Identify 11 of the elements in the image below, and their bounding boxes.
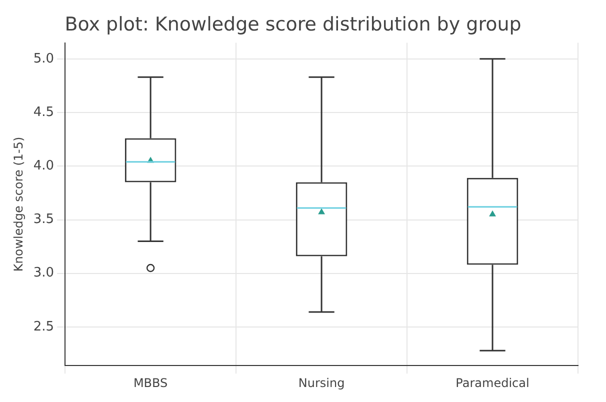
y-tick-label: 3.5 <box>33 212 54 228</box>
y-axis-title: Knowledge score (1-5) <box>11 136 26 272</box>
y-tick-label: 5.0 <box>33 51 54 66</box>
y-tick-label: 3.0 <box>33 266 54 281</box>
x-tick-label: MBBS <box>133 376 168 390</box>
y-tick-label: 4.0 <box>33 158 54 174</box>
y-tick-label: 4.5 <box>33 104 54 120</box>
x-tick-label: Paramedical <box>456 376 530 390</box>
chart-title: Box plot: Knowledge score distribution by group <box>64 13 522 36</box>
y-tick-label: 2.5 <box>33 319 54 334</box>
x-tick-label: Nursing <box>298 376 345 390</box>
